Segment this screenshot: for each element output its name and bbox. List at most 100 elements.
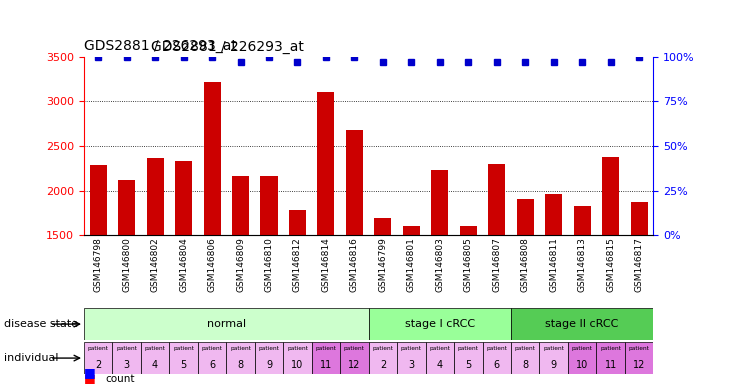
Text: GSM146803: GSM146803: [435, 238, 445, 292]
Text: patient: patient: [458, 346, 479, 351]
Text: patient: patient: [629, 346, 650, 351]
Bar: [488, 164, 505, 369]
Bar: [169, 342, 198, 374]
Bar: [346, 131, 363, 369]
Bar: [454, 342, 483, 374]
Bar: [539, 342, 568, 374]
Text: patient: patient: [145, 346, 166, 351]
Text: patient: patient: [315, 346, 337, 351]
Bar: [426, 342, 454, 374]
Text: GSM146800: GSM146800: [122, 238, 131, 292]
Bar: [175, 161, 192, 369]
Bar: [198, 342, 226, 374]
Text: patient: patient: [372, 346, 393, 351]
Text: patient: patient: [287, 346, 308, 351]
Text: ■: ■: [84, 372, 96, 384]
Text: patient: patient: [116, 346, 137, 351]
Bar: [511, 308, 653, 340]
Bar: [289, 210, 306, 369]
Text: count: count: [106, 374, 135, 384]
Bar: [283, 342, 312, 374]
Text: patient: patient: [572, 346, 593, 351]
Text: stage II cRCC: stage II cRCC: [545, 319, 619, 329]
Bar: [397, 342, 426, 374]
Bar: [318, 92, 334, 369]
Text: GSM146802: GSM146802: [150, 238, 160, 292]
Text: ■: ■: [84, 366, 96, 379]
Text: GSM146804: GSM146804: [179, 238, 188, 292]
Bar: [545, 194, 562, 369]
Text: 10: 10: [291, 360, 304, 370]
Bar: [596, 342, 625, 374]
Text: GSM146815: GSM146815: [606, 238, 615, 292]
Bar: [232, 176, 249, 369]
Bar: [568, 342, 596, 374]
Text: 11: 11: [604, 360, 617, 370]
Text: patient: patient: [258, 346, 280, 351]
Bar: [511, 342, 539, 374]
Text: 4: 4: [152, 360, 158, 370]
Bar: [340, 342, 369, 374]
Bar: [369, 342, 397, 374]
Text: 2: 2: [95, 360, 101, 370]
Bar: [261, 177, 277, 369]
Text: GSM146817: GSM146817: [634, 238, 644, 292]
Text: patient: patient: [515, 346, 536, 351]
Text: patient: patient: [88, 346, 109, 351]
Bar: [631, 202, 648, 369]
Text: GSM146807: GSM146807: [492, 238, 502, 292]
Text: GSM146805: GSM146805: [464, 238, 473, 292]
Text: 9: 9: [550, 360, 557, 370]
Text: disease state: disease state: [4, 319, 78, 329]
Text: GSM146798: GSM146798: [93, 238, 103, 292]
Text: GSM146816: GSM146816: [350, 238, 359, 292]
Text: patient: patient: [401, 346, 422, 351]
Text: patient: patient: [600, 346, 621, 351]
Text: GSM146810: GSM146810: [264, 238, 274, 292]
Text: GSM146809: GSM146809: [236, 238, 245, 292]
Text: GDS2881 / 226293_at: GDS2881 / 226293_at: [151, 40, 304, 55]
Text: 6: 6: [209, 360, 215, 370]
Bar: [118, 180, 135, 369]
Bar: [112, 342, 141, 374]
Text: 3: 3: [408, 360, 415, 370]
Text: 11: 11: [320, 360, 332, 370]
Bar: [369, 308, 511, 340]
Bar: [460, 227, 477, 369]
Text: stage I cRCC: stage I cRCC: [404, 319, 475, 329]
Text: patient: patient: [429, 346, 450, 351]
Text: 12: 12: [633, 360, 645, 370]
Bar: [84, 342, 112, 374]
Text: GSM146811: GSM146811: [549, 238, 558, 292]
Bar: [403, 225, 420, 369]
Text: 2: 2: [380, 360, 386, 370]
Text: GSM146806: GSM146806: [207, 238, 217, 292]
Text: 6: 6: [493, 360, 500, 370]
Text: 3: 3: [123, 360, 130, 370]
Bar: [374, 218, 391, 369]
Text: 5: 5: [465, 360, 472, 370]
Text: 8: 8: [522, 360, 529, 370]
Bar: [602, 157, 619, 369]
Text: 12: 12: [348, 360, 361, 370]
Text: GDS2881 / 226293_at: GDS2881 / 226293_at: [84, 39, 237, 53]
Bar: [312, 342, 340, 374]
Bar: [141, 342, 169, 374]
Text: GSM146801: GSM146801: [407, 238, 416, 292]
Bar: [226, 342, 255, 374]
Text: 10: 10: [576, 360, 588, 370]
Text: patient: patient: [173, 346, 194, 351]
Text: GSM146814: GSM146814: [321, 238, 331, 292]
Text: individual: individual: [4, 353, 58, 363]
Text: patient: patient: [230, 346, 251, 351]
Bar: [204, 82, 220, 369]
Bar: [431, 170, 448, 369]
Bar: [574, 206, 591, 369]
Text: GSM146808: GSM146808: [520, 238, 530, 292]
Bar: [483, 342, 511, 374]
Text: GSM146799: GSM146799: [378, 238, 388, 292]
Text: patient: patient: [543, 346, 564, 351]
Text: 9: 9: [266, 360, 272, 370]
Bar: [255, 342, 283, 374]
Text: GSM146812: GSM146812: [293, 238, 302, 292]
